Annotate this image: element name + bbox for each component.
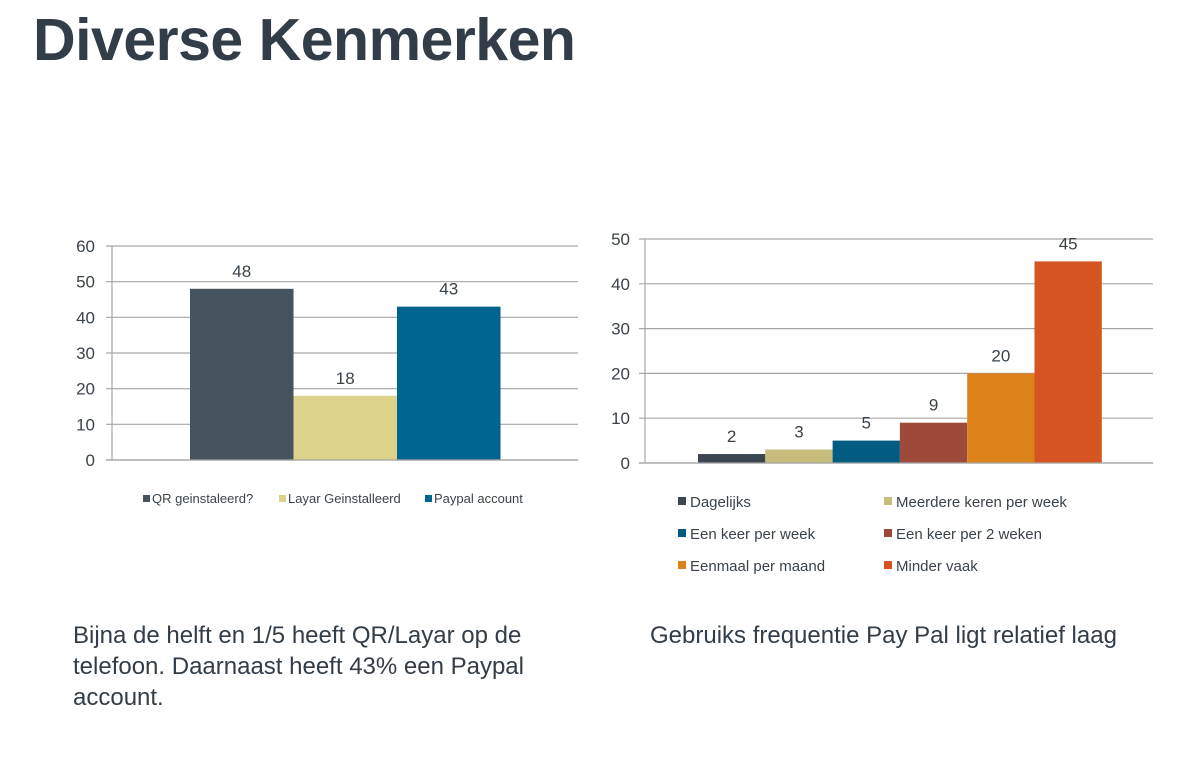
- y-tick-label-1: 60: [76, 237, 95, 256]
- y-tick-label-2: 20: [611, 364, 630, 383]
- y-tick-label-2: 50: [611, 230, 630, 249]
- legend-item: Meerdere keren per week: [884, 494, 1067, 511]
- y-tick-label-2: 40: [611, 275, 630, 294]
- y-tick-label-1: 0: [86, 451, 95, 470]
- data-label: 2: [727, 427, 736, 446]
- data-label: 45: [1059, 234, 1078, 253]
- legend-swatch: [678, 497, 686, 505]
- legend-swatch: [143, 495, 150, 502]
- y-tick-label-2: 10: [611, 409, 630, 428]
- bar-dagelijks: [698, 454, 766, 463]
- legend-item: Een keer per week: [678, 526, 815, 543]
- caption-left: Bijna de helft en 1/5 heeft QR/Layar op …: [73, 622, 524, 711]
- y-tick-label-1: 10: [76, 415, 95, 434]
- legend-item: QR geinstaleerd?: [143, 491, 253, 506]
- bar-een-keer-per-2-weken: [899, 422, 968, 463]
- y-tick-label-1: 20: [76, 380, 95, 399]
- y-tick-label-1: 40: [76, 308, 95, 327]
- legend-label: Minder vaak: [896, 558, 978, 575]
- legend-item: Eenmaal per maand: [678, 558, 825, 575]
- legend-label: Meerdere keren per week: [896, 494, 1067, 511]
- bar-een-keer-per-week: [832, 440, 900, 463]
- data-label: 18: [336, 369, 355, 388]
- legend-swatch: [678, 529, 686, 537]
- legend-label: Een keer per 2 weken: [896, 526, 1042, 543]
- legend-swatch: [884, 497, 892, 505]
- legend-item: Dagelijks: [678, 494, 751, 511]
- bar-meerdere-keren-per-week: [765, 449, 833, 463]
- legend-item: Minder vaak: [884, 558, 978, 575]
- legend-swatch: [884, 561, 892, 569]
- data-label: 3: [794, 423, 803, 442]
- data-label: 20: [991, 346, 1010, 365]
- data-label: 48: [232, 262, 251, 281]
- legend-label: Eenmaal per maand: [690, 558, 826, 575]
- legend-swatch: [884, 529, 892, 537]
- legend-swatch: [279, 495, 286, 502]
- legend-label: Paypal account: [434, 491, 523, 506]
- y-tick-label-2: 30: [611, 320, 630, 339]
- data-label: 43: [439, 280, 458, 299]
- legend-item: Layar Geinstalleerd: [279, 491, 401, 506]
- y-tick-label-1: 50: [76, 273, 95, 292]
- legend-item: Paypal account: [425, 491, 523, 506]
- legend-item: Een keer per 2 weken: [884, 526, 1042, 543]
- caption-right: Gebruiks frequentie Pay Pal ligt relatie…: [650, 622, 1117, 649]
- bar-eenmaal-per-maand: [967, 373, 1035, 463]
- legend-label: Layar Geinstalleerd: [288, 491, 401, 506]
- y-tick-label-1: 30: [76, 344, 95, 363]
- legend-label: Dagelijks: [690, 494, 751, 511]
- y-tick-label-2: 0: [621, 454, 630, 473]
- legend-swatch: [678, 561, 686, 569]
- legend-label: QR geinstaleerd?: [152, 491, 254, 506]
- page-title: Diverse Kenmerken: [33, 7, 576, 73]
- bar-qr-geinstaleerd: [190, 288, 294, 460]
- legend-label: Een keer per week: [690, 526, 816, 543]
- data-label: 9: [929, 396, 938, 415]
- bar-minder-vaak: [1034, 261, 1102, 463]
- bar-paypal-account: [397, 306, 501, 460]
- data-label: 5: [862, 414, 871, 433]
- bar-layar-geinstalleerd: [293, 395, 397, 460]
- legend-swatch: [425, 495, 432, 502]
